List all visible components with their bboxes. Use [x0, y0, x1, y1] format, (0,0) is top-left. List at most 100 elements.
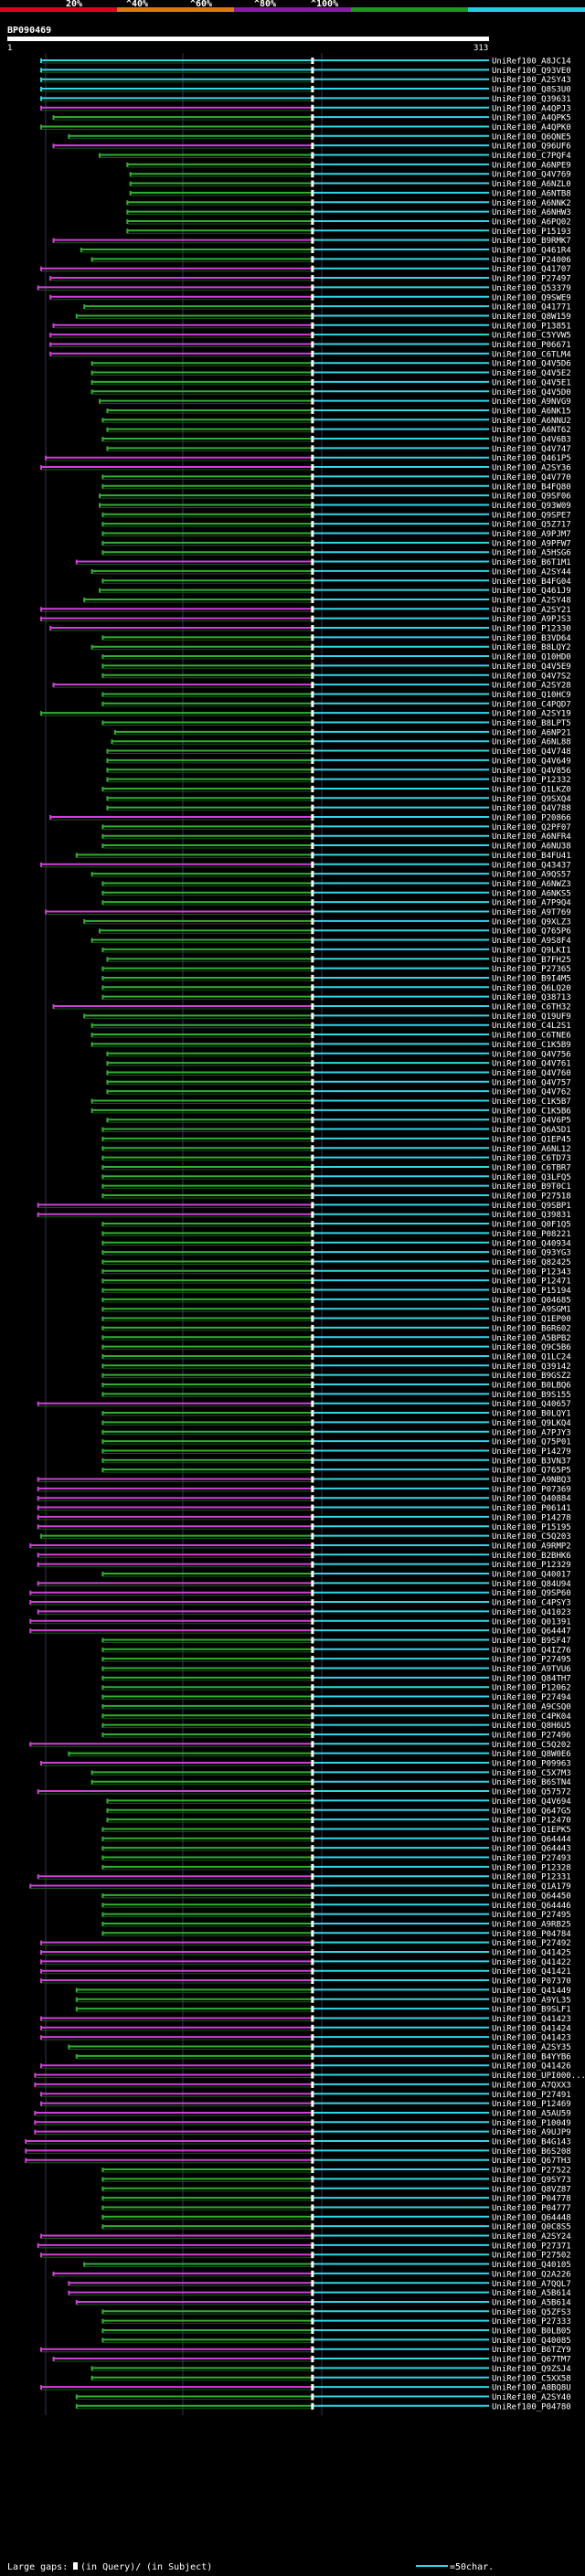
hit-start-marker	[34, 2082, 37, 2087]
hit-label: UniRef100_Q64448	[492, 2213, 571, 2222]
hit-join-marker	[311, 1674, 314, 1681]
hit-start-marker	[37, 1212, 39, 1217]
hit-row: UniRef100_Q3LFQ5	[101, 1173, 571, 1182]
hit-label: UniRef100_P15193	[492, 228, 571, 237]
hit-start-marker	[101, 522, 104, 527]
hit-start-marker	[101, 1827, 104, 1832]
hit-join-marker	[311, 1249, 314, 1256]
hit-label: UniRef100_A6NL12	[492, 1145, 571, 1154]
hit-row: UniRef100_A9PJS3	[40, 615, 571, 624]
hit-row: UniRef100_Q8VZ87	[101, 2185, 571, 2194]
hit-row: UniRef100_C6TD73	[101, 1154, 571, 1163]
hit-label: UniRef100_Q64446	[492, 1902, 571, 1911]
hit-row: UniRef100_Q39142	[101, 1362, 571, 1372]
hit-join-marker	[311, 1372, 314, 1379]
hit-row: UniRef100_A4QPK5	[52, 114, 571, 123]
hit-label: UniRef100_Q461R4	[492, 247, 571, 256]
hit-row: UniRef100_B4FU41	[75, 852, 571, 861]
hit-join-marker	[311, 2052, 314, 2060]
hit-row: UniRef100_Q41421	[40, 1967, 571, 1977]
hit-join-marker	[311, 974, 314, 981]
hit-start-marker	[40, 1959, 43, 1965]
hit-label: UniRef100_Q2A226	[492, 2270, 571, 2279]
hit-row: UniRef100_Q1A179	[29, 1882, 571, 1892]
hit-label: UniRef100_Q1EP00	[492, 1315, 571, 1324]
hit-start-marker	[101, 1420, 104, 1426]
hit-join-marker	[311, 1617, 314, 1625]
hit-start-marker	[101, 2186, 104, 2191]
hit-label: UniRef100_Q647G5	[492, 1807, 571, 1816]
hit-label: UniRef100_A2SY36	[492, 464, 571, 473]
hit-start-marker	[111, 739, 113, 745]
hit-row: UniRef100_P27497	[49, 275, 571, 284]
hit-row: UniRef100_Q8S3U0	[40, 86, 571, 95]
hit-row: UniRef100_B9S155	[101, 1391, 571, 1400]
chart-title: BP090469	[7, 26, 51, 36]
hit-join-marker	[311, 2252, 314, 2259]
hit-label: UniRef100_Q1EP45	[492, 1135, 571, 1144]
hit-start-marker	[101, 2177, 104, 2182]
hit-join-marker	[311, 2081, 314, 2088]
hit-start-marker	[40, 1533, 43, 1539]
hit-label: UniRef100_B6T1M1	[492, 558, 571, 567]
hit-row: UniRef100_Q5Z717	[101, 521, 571, 530]
hit-label: UniRef100_P24006	[492, 256, 571, 265]
hit-label: UniRef100_A6NU38	[492, 843, 571, 852]
hit-label: UniRef100_A5B614	[492, 2289, 571, 2298]
hit-join-marker	[311, 1041, 314, 1048]
hit-label: UniRef100_Q41422	[492, 1958, 571, 1967]
hit-label: UniRef100_B2BHK6	[492, 1552, 571, 1561]
hit-label: UniRef100_Q9SF06	[492, 493, 571, 502]
hit-join-marker	[311, 1646, 314, 1653]
hit-label: UniRef100_Q9SP60	[492, 1589, 571, 1598]
hit-label: UniRef100_A2SY48	[492, 596, 571, 605]
hit-row: UniRef100_P07370	[40, 1977, 571, 1987]
hit-start-marker	[52, 115, 55, 121]
hit-row: UniRef100_B2BHK6	[37, 1552, 571, 1561]
hit-start-marker	[101, 1268, 104, 1274]
hit-row: UniRef100_B7FH25	[106, 956, 571, 965]
hit-row: UniRef100_A9RMP2	[29, 1542, 571, 1551]
hit-label: UniRef100_Q9SWE9	[492, 293, 571, 302]
hit-start-marker	[90, 1042, 93, 1047]
hit-start-marker	[101, 824, 104, 830]
hit-start-marker	[75, 1988, 78, 1993]
hit-start-marker	[101, 1468, 104, 1473]
hit-label: UniRef100_Q41421	[492, 1967, 571, 1977]
hit-label: UniRef100_Q4V761	[492, 1060, 571, 1069]
hit-row: UniRef100_Q461R4	[80, 247, 571, 256]
hit-start-marker	[90, 644, 93, 650]
hit-start-marker	[126, 200, 129, 206]
hit-start-marker	[106, 1118, 109, 1123]
hit-start-marker	[101, 663, 104, 669]
hit-join-marker	[311, 1504, 314, 1511]
hit-start-marker	[37, 1562, 39, 1567]
hit-join-marker	[311, 1438, 314, 1446]
hit-row: UniRef100_B6TZY9	[40, 2346, 571, 2355]
hit-join-marker	[311, 189, 314, 196]
hit-label: UniRef100_P07369	[492, 1485, 571, 1494]
hit-join-marker	[311, 511, 314, 518]
hit-join-marker	[311, 104, 314, 111]
hit-join-marker	[311, 350, 314, 357]
hit-row: UniRef100_P04784	[101, 1930, 571, 1939]
hit-row: UniRef100_B8LPT5	[101, 719, 571, 728]
hit-start-marker	[40, 87, 43, 92]
hit-join-marker	[311, 984, 314, 991]
hit-row: UniRef100_A2SY36	[40, 464, 571, 473]
hit-start-marker	[101, 881, 104, 886]
hit-row: UniRef100_P08221	[101, 1230, 571, 1239]
hit-join-marker	[311, 2015, 314, 2022]
hit-label: UniRef100_Q9ZSJ4	[492, 2365, 571, 2374]
hit-row: UniRef100_Q9XLZ3	[83, 917, 571, 927]
hit-row: UniRef100_P27494	[101, 1693, 571, 1702]
hit-start-marker	[37, 1789, 39, 1795]
hit-row: UniRef100_Q4V7S2	[101, 672, 571, 681]
hit-row: UniRef100_Q1EPK5	[101, 1826, 571, 1835]
hit-start-marker	[101, 1429, 104, 1435]
hit-start-marker	[101, 1193, 104, 1198]
hit-start-marker	[29, 1590, 32, 1595]
hit-row: UniRef100_Q40884	[37, 1495, 571, 1504]
hit-start-marker	[49, 626, 52, 631]
hit-start-marker	[101, 673, 104, 678]
